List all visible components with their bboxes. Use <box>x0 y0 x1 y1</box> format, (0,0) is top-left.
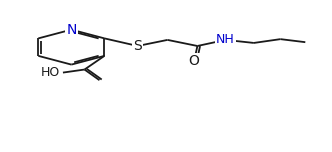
Text: NH: NH <box>216 33 235 46</box>
Text: HO: HO <box>41 66 60 79</box>
Text: O: O <box>189 54 200 68</box>
Text: S: S <box>133 39 142 53</box>
Text: N: N <box>66 23 77 37</box>
